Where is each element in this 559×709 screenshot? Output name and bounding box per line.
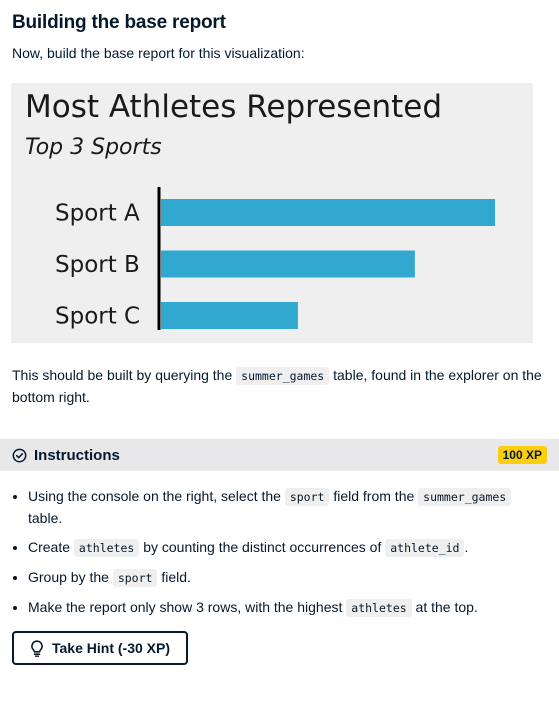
exercise-header: Building the base report Now, build the … xyxy=(0,0,559,63)
inline-code: athlete_id xyxy=(385,539,465,557)
instruction-item: Create athletes by counting the distinct… xyxy=(28,537,547,559)
description: This should be built by querying the sum… xyxy=(12,367,542,405)
code-summer-games: summer_games xyxy=(236,367,330,385)
instruction-item: Make the report only show 3 rows, with t… xyxy=(28,597,547,619)
inline-code: sport xyxy=(284,488,330,506)
bar-sport-b xyxy=(161,250,415,278)
take-hint-label: Take Hint (-30 XP) xyxy=(52,640,170,656)
category-label: Sport A xyxy=(55,201,140,227)
bar-sport-a xyxy=(161,199,495,226)
category-label: Sport B xyxy=(55,252,140,278)
inline-code: athletes xyxy=(73,539,140,557)
inline-code: sport xyxy=(112,569,158,587)
check-circle-icon xyxy=(12,448,27,462)
bar-chart: Most Athletes Represented Top 3 Sports S… xyxy=(25,89,495,330)
instructions-title: Instructions xyxy=(34,446,120,464)
bar-sport-c xyxy=(161,302,298,329)
chart-subtitle: Top 3 Sports xyxy=(25,135,162,160)
inline-code: athletes xyxy=(346,599,412,617)
inline-code: summer_games xyxy=(418,488,512,506)
chart-figure: Most Athletes Represented Top 3 Sports S… xyxy=(11,83,533,343)
instruction-item: Group by the sport field. xyxy=(28,567,547,589)
category-label: Sport C xyxy=(55,304,140,330)
take-hint-button[interactable]: Take Hint (-30 XP) xyxy=(12,631,188,665)
lightbulb-icon xyxy=(31,639,43,657)
xp-badge: 100 XP xyxy=(497,446,547,464)
instructions-list: Using the console on the right, select t… xyxy=(0,486,559,619)
chart-title: Most Athletes Represented xyxy=(25,89,442,125)
instruction-item: Using the console on the right, select t… xyxy=(28,486,547,529)
intro-text: Now, build the base report for this visu… xyxy=(12,45,305,61)
page-title: Building the base report xyxy=(12,12,226,33)
instructions-header: Instructions 100 XP xyxy=(0,439,559,471)
